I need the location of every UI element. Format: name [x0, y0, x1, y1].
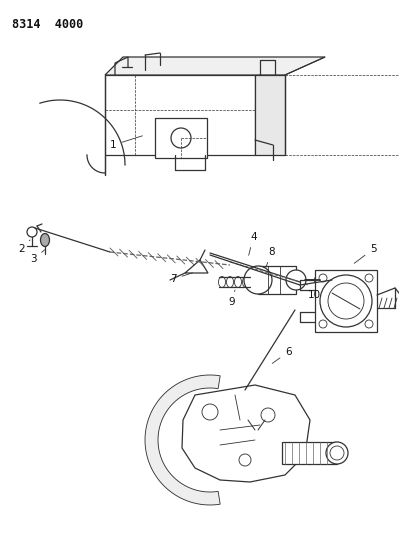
Ellipse shape [41, 233, 49, 246]
Ellipse shape [227, 277, 233, 287]
Circle shape [202, 404, 218, 420]
Circle shape [261, 408, 275, 422]
Text: 10: 10 [307, 284, 321, 300]
Text: 1: 1 [110, 136, 142, 150]
Text: 8314  4000: 8314 4000 [12, 18, 83, 31]
Polygon shape [185, 260, 208, 273]
Text: 4: 4 [249, 232, 257, 255]
Bar [258, 266, 296, 294]
Circle shape [328, 283, 364, 319]
Circle shape [171, 128, 191, 148]
Circle shape [286, 270, 306, 290]
Polygon shape [105, 57, 325, 75]
Text: 2: 2 [18, 240, 30, 254]
Text: 6: 6 [272, 347, 292, 364]
Circle shape [326, 442, 348, 464]
Circle shape [365, 320, 373, 328]
Ellipse shape [235, 277, 241, 287]
Polygon shape [255, 75, 285, 155]
Bar [315, 270, 377, 332]
Text: 7: 7 [170, 273, 192, 284]
Ellipse shape [219, 277, 225, 287]
Text: 5: 5 [354, 244, 377, 263]
Ellipse shape [243, 277, 249, 287]
Circle shape [365, 274, 373, 282]
Polygon shape [145, 375, 220, 505]
Polygon shape [105, 75, 255, 155]
Text: 9: 9 [228, 290, 235, 307]
Bar [282, 442, 337, 464]
Polygon shape [182, 385, 310, 482]
Circle shape [319, 274, 327, 282]
Circle shape [244, 266, 272, 294]
Bar [155, 118, 207, 158]
Text: 3: 3 [30, 250, 45, 264]
Circle shape [330, 446, 344, 460]
Circle shape [27, 227, 37, 237]
Text: 8: 8 [266, 247, 275, 268]
Circle shape [319, 320, 327, 328]
Circle shape [320, 275, 372, 327]
Bar [318, 274, 330, 286]
Circle shape [239, 454, 251, 466]
